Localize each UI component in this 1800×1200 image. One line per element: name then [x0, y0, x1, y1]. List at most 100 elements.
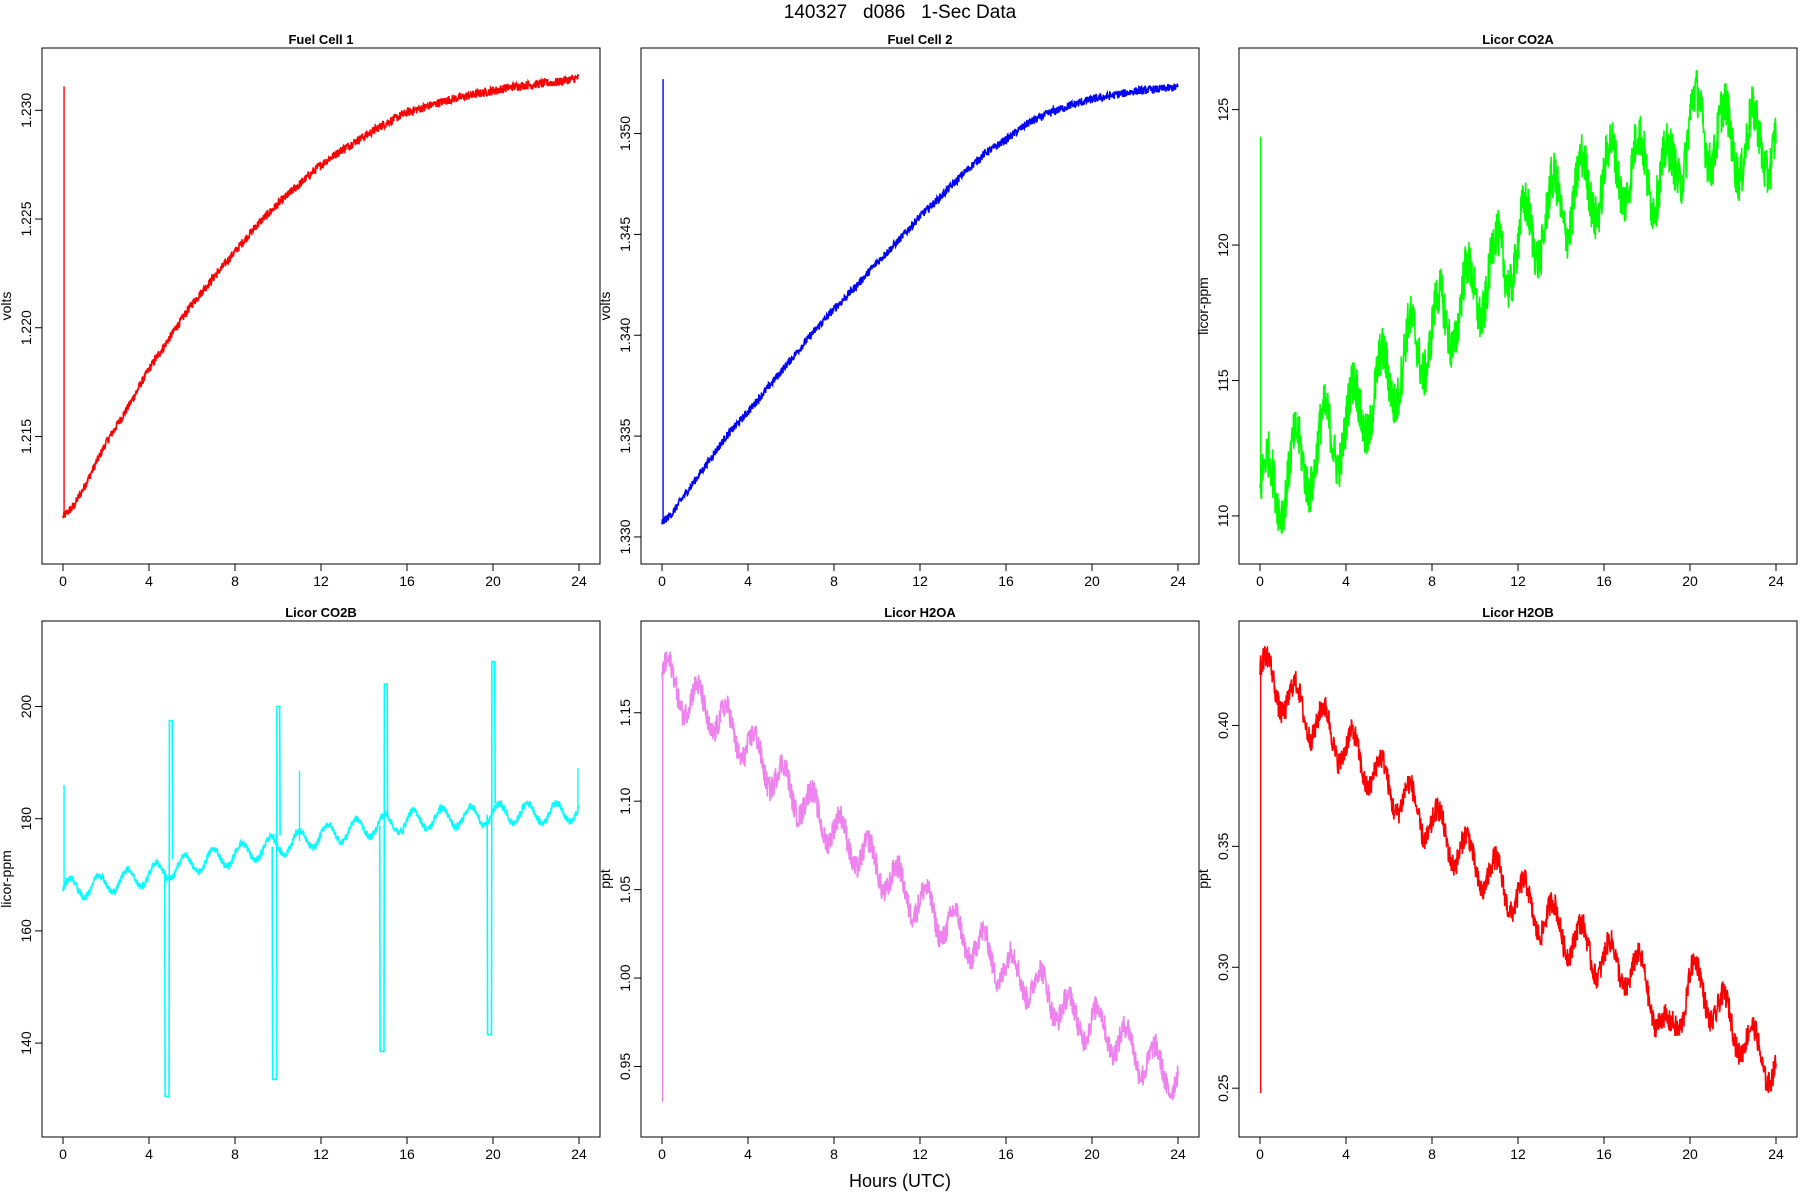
x-tick-label: 20: [1682, 573, 1698, 589]
plot-frame: [1238, 620, 1798, 1138]
y-tick-label: 1.15: [617, 699, 633, 726]
x-tick-label: 0: [658, 1146, 666, 1162]
y-tick-label: 0.35: [1215, 833, 1231, 860]
y-tick-label: 1.10: [617, 787, 633, 814]
chart-title: Licor CO2A: [1482, 32, 1554, 47]
y-tick-label: 1.05: [617, 876, 633, 903]
y-tick-label: 1.230: [18, 93, 34, 128]
data-series-line: [661, 83, 1179, 525]
x-tick-label: 24: [1170, 1146, 1186, 1162]
y-axis-label: licor-ppm: [0, 850, 14, 908]
chart-title: Licor H2OB: [1482, 605, 1554, 620]
y-tick-label: 180: [18, 807, 34, 831]
x-tick-label: 4: [744, 1146, 752, 1162]
chart-title: Licor H2OA: [884, 605, 956, 620]
chart-panel: Licor H2OB ppt 0 4 8 12 16 20 24 0.25 0.30 0.35 0.40: [1195, 605, 1798, 1162]
chart-title: Fuel Cell 1: [288, 32, 353, 47]
y-tick-label: 200: [18, 695, 34, 719]
x-tick-label: 24: [1170, 573, 1186, 589]
x-axis-label: Hours (UTC): [849, 1171, 951, 1191]
y-tick-label: 1.215: [18, 419, 34, 454]
y-tick-label: 0.25: [1215, 1074, 1231, 1101]
x-tick-label: 24: [1768, 573, 1784, 589]
series-group: [62, 74, 580, 519]
x-tick-label: 24: [571, 1146, 587, 1162]
x-tick-label: 20: [485, 1146, 501, 1162]
figure-title: 140327 d086 1-Sec Data: [783, 2, 1017, 23]
chart-panel: Fuel Cell 2 volts 0 4 8 12 16 20 24 1.330 1.335 1.3…: [597, 32, 1200, 589]
calibration-excursion: [163, 719, 174, 1098]
y-tick-label: 1.335: [617, 418, 633, 453]
plot-frame: [1238, 47, 1798, 565]
plot-frame: [41, 620, 601, 1138]
y-axis-label: ppt: [1195, 869, 1211, 889]
x-tick-label: 8: [231, 1146, 239, 1162]
x-tick-label: 12: [1510, 1146, 1526, 1162]
x-tick-label: 12: [912, 573, 928, 589]
x-tick-label: 20: [1682, 1146, 1698, 1162]
series-group: [1259, 69, 1777, 534]
y-tick-label: 0.40: [1215, 712, 1231, 739]
plot-frame: [41, 47, 601, 565]
y-tick-label: 1.330: [617, 519, 633, 554]
x-tick-label: 0: [59, 573, 67, 589]
y-tick-label: 1.225: [18, 201, 34, 236]
calibration-excursion: [378, 683, 389, 1053]
x-tick-label: 12: [1510, 573, 1526, 589]
y-tick-label: 120: [1215, 233, 1231, 257]
x-tick-label: 4: [145, 573, 153, 589]
y-axis-label: ppt: [597, 869, 613, 889]
data-series-line: [1259, 645, 1777, 1094]
x-tick-label: 20: [1084, 1146, 1100, 1162]
x-tick-label: 16: [998, 573, 1014, 589]
x-tick-label: 4: [744, 573, 752, 589]
x-tick-label: 0: [1256, 573, 1264, 589]
chart-panel: Licor CO2A licor-ppm 0 4 8 12 16 20 24 110 115 120 1…: [1195, 32, 1798, 589]
x-tick-label: 8: [1428, 573, 1436, 589]
chart-title: Fuel Cell 2: [887, 32, 952, 47]
x-tick-label: 12: [313, 1146, 329, 1162]
x-tick-label: 8: [231, 573, 239, 589]
data-series-line: [62, 74, 580, 519]
x-tick-label: 20: [485, 573, 501, 589]
chart-panel: Fuel Cell 1 volts 0 4 8 12 16 20 24 1.215 1.220 1.2…: [0, 32, 601, 589]
y-tick-label: 1.350: [617, 116, 633, 151]
data-series-line: [62, 799, 580, 901]
x-tick-label: 8: [1428, 1146, 1436, 1162]
x-tick-label: 16: [998, 1146, 1014, 1162]
plot-frame: [640, 47, 1200, 565]
calibration-excursion: [486, 660, 496, 1036]
x-tick-label: 0: [59, 1146, 67, 1162]
y-axis-label: volts: [0, 292, 14, 321]
series-group: [661, 79, 1179, 525]
x-tick-label: 24: [571, 573, 587, 589]
x-tick-label: 8: [830, 1146, 838, 1162]
y-tick-label: 160: [18, 919, 34, 943]
x-tick-label: 4: [1342, 1146, 1350, 1162]
y-tick-label: 110: [1215, 505, 1231, 528]
chart-panel: Licor H2OA ppt 0 4 8 12 16 20 24 0.95 1.00 1.05 1.10…: [597, 605, 1200, 1162]
series-group: [62, 660, 580, 1098]
x-tick-label: 4: [1342, 573, 1350, 589]
x-tick-label: 12: [313, 573, 329, 589]
data-series-line: [661, 651, 1179, 1101]
y-tick-label: 115: [1215, 369, 1231, 392]
x-tick-label: 20: [1084, 573, 1100, 589]
y-tick-label: 0.95: [617, 1053, 633, 1080]
x-tick-label: 16: [399, 573, 415, 589]
x-tick-label: 16: [399, 1146, 415, 1162]
x-tick-label: 16: [1596, 1146, 1612, 1162]
x-tick-label: 24: [1768, 1146, 1784, 1162]
x-tick-label: 0: [658, 573, 666, 589]
y-tick-label: 1.345: [617, 217, 633, 252]
data-series-line: [1259, 69, 1777, 534]
y-axis-label: licor-ppm: [1195, 277, 1211, 335]
x-tick-label: 16: [1596, 573, 1612, 589]
chart-panel: Licor CO2B licor-ppm 0 4 8 12 16 20 24 140 160 180 2…: [0, 605, 601, 1162]
y-tick-label: 140: [18, 1031, 34, 1055]
series-group: [661, 651, 1179, 1102]
x-tick-label: 0: [1256, 1146, 1264, 1162]
y-axis-label: volts: [597, 292, 613, 321]
